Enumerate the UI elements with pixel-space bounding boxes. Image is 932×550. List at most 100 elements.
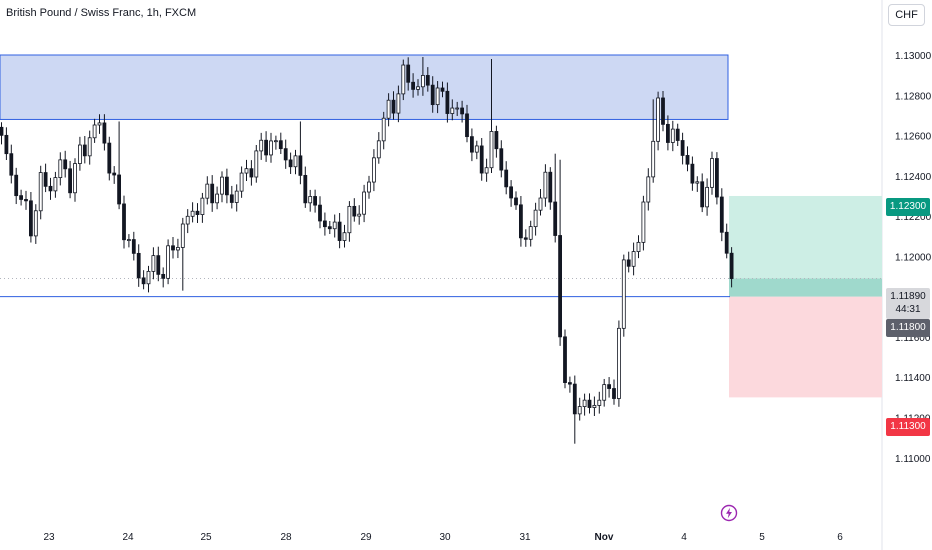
up-candle [577,406,582,415]
candle-countdown: 44:31 [895,304,921,315]
currency-button[interactable]: CHF [888,4,925,26]
up-candle [92,124,97,139]
x-tick-label: 5 [759,532,765,543]
up-candle [244,168,249,174]
current-price-value: 1.11890 [890,291,926,302]
up-candle [38,172,43,212]
down-candle [666,123,670,143]
up-candle [342,232,347,241]
down-candle [719,196,724,233]
up-candle [656,97,660,142]
down-candle [68,168,72,194]
up-candle [87,137,92,157]
down-candle [224,176,229,196]
up-candle [269,140,273,156]
down-candle [327,226,332,230]
down-candle [479,145,484,174]
up-candle [474,145,479,153]
down-candle [102,122,107,144]
down-candle [612,388,616,399]
down-candle [48,185,53,192]
down-candle [661,97,665,125]
up-candle [543,171,548,199]
up-candle [621,259,626,329]
chart-title: British Pound / Swiss Franc, 1h, FXCM [6,7,197,19]
x-tick-label: 4 [681,532,687,543]
up-candle [617,327,621,399]
down-candle [283,148,288,161]
down-candle [117,174,121,205]
up-candle [416,86,420,90]
up-candle [592,405,597,408]
up-candle [53,177,58,192]
up-candle [180,223,185,248]
down-candle [572,383,577,415]
down-candle [391,99,396,114]
down-candle [171,245,175,251]
down-candle [19,195,24,200]
down-candle [9,153,14,176]
down-candle [440,87,445,92]
entry-price-tag: 1.11800 [886,319,930,337]
down-candle [112,172,117,176]
down-candle [724,231,729,254]
y-tick-label: 1.12600 [895,132,932,143]
current-price-tag: 1.11890 44:31 [886,288,930,319]
up-candle [376,140,381,159]
stop-zone [729,296,882,398]
up-candle [234,190,239,203]
up-candle [166,245,171,279]
up-candle [273,140,278,143]
up-candle [220,176,224,195]
lightning-icon[interactable] [720,504,738,522]
up-candle [33,210,38,237]
down-candle [210,183,215,204]
down-candle [313,196,318,206]
down-candle [700,181,705,208]
up-candle [371,157,376,183]
down-candle [303,174,308,204]
down-candle [465,113,469,138]
down-candle [63,159,68,170]
x-tick-label: 30 [439,532,451,543]
down-candle [43,172,48,187]
up-candle [381,117,386,142]
down-candle [352,205,357,217]
down-candle [519,204,523,239]
supply-zone [0,54,729,120]
up-candle [705,186,709,208]
x-tick-label: 25 [200,532,212,543]
up-candle [293,155,298,168]
down-candle [411,81,416,90]
up-candle [420,75,425,88]
up-candle [597,399,602,406]
y-tick-label: 1.12000 [895,252,932,263]
up-candle [636,241,641,252]
up-candle [455,107,460,110]
down-candle [514,197,518,206]
up-candle [631,251,636,267]
up-candle [401,64,406,95]
down-candle [229,194,234,203]
down-candle [548,171,553,203]
down-candle [626,259,631,267]
up-candle [254,150,259,178]
up-candle [450,107,455,114]
up-candle [357,213,362,217]
up-candle [259,139,264,152]
target-price-tag: 1.12300 [886,198,930,216]
down-candle [264,139,269,156]
down-candle [729,252,734,279]
down-candle [249,168,254,178]
up-candle [602,384,607,401]
open-profit-zone [729,278,882,297]
up-candle [651,140,656,178]
down-candle [460,107,465,115]
up-candle [151,255,156,272]
down-candle [122,203,126,241]
up-candle [146,270,151,285]
up-candle [646,176,651,203]
down-candle [568,382,572,385]
y-tick-label: 1.11600 [895,333,931,344]
